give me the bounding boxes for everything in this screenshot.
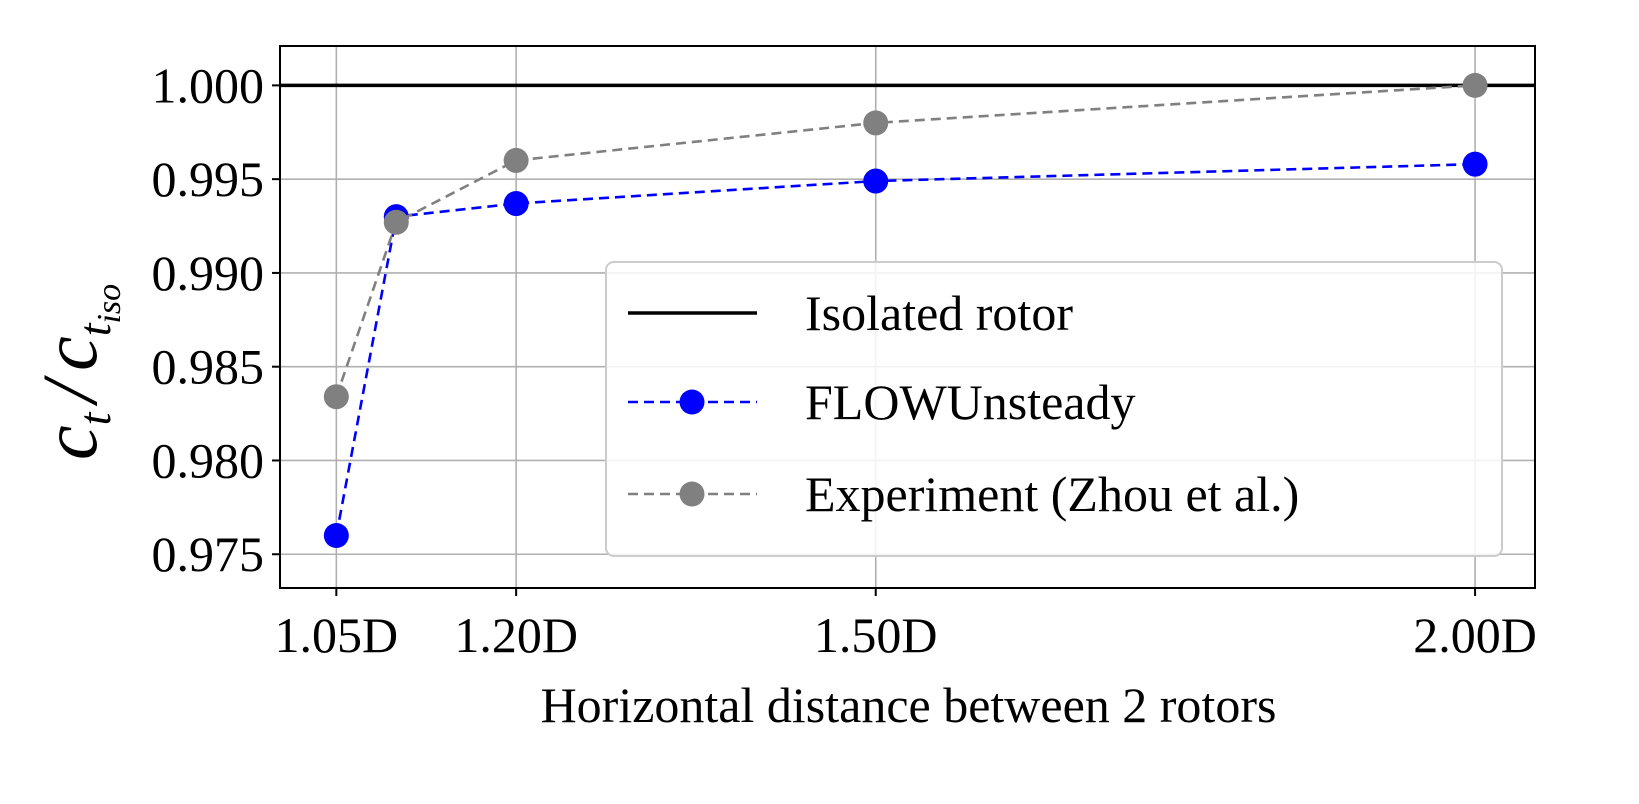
experiment-line [335,84,1476,398]
y-tick-label: 1.000 [152,57,265,113]
experiment-point [383,209,409,235]
flowunsteady-point [323,522,349,548]
y-tick-labels: 1.000 0.995 0.990 0.985 0.980 0.975 [152,57,280,582]
flowunsteady-point [863,168,889,194]
flowunsteady-point [1462,151,1488,177]
series-group [323,72,1488,548]
y-label-denominator-subsub: iso [91,284,128,324]
legend-experiment-marker [679,481,705,507]
y-axis-label: ct/ctiso [26,284,128,460]
y-label-denominator: c [26,336,113,371]
y-tick-label: 0.995 [152,151,265,207]
flowunsteady-point [503,191,529,217]
x-tick-labels: 1.05D 1.20D 1.50D 2.00D [275,588,1537,663]
y-tick-label: 0.980 [152,432,265,488]
legend-box [605,261,1503,557]
flowunsteady-line [335,162,1476,536]
experiment-point [323,384,349,410]
experiment-point [503,147,529,173]
x-tick-label: 1.05D [275,607,399,663]
legend: Isolated rotor FLOWUnsteady Experiment (Zh… [605,261,1503,557]
legend-experiment-label: Experiment (Zhou et al.) [805,466,1299,522]
x-tick-label: 1.20D [454,607,578,663]
legend-isolated-rotor-label: Isolated rotor [805,285,1073,341]
y-tick-label: 0.985 [152,339,265,395]
legend-flowunsteady-label: FLOWUnsteady [805,374,1136,430]
y-tick-label: 0.990 [152,245,265,301]
y-tick-label: 0.975 [152,526,265,582]
plot-frame [279,45,1536,589]
y-label-numerator-sub: t [69,411,120,425]
x-tick-label: 2.00D [1413,607,1537,663]
x-axis-label: Horizontal distance between 2 rotors [541,677,1277,733]
experiment-point [863,110,889,136]
experiment-point [1462,72,1488,98]
y-label-denominator-sub: t [69,322,120,336]
y-label-numerator: c [26,425,113,460]
legend-flowunsteady-marker [679,389,705,415]
y-label-separator: / [26,375,113,407]
x-tick-label: 1.50D [814,607,938,663]
